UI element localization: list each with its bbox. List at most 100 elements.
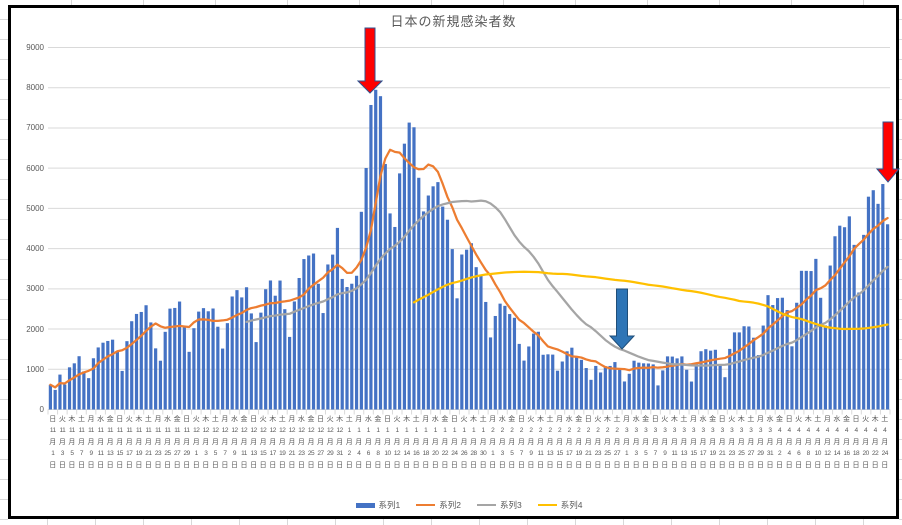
bar — [713, 349, 717, 410]
bar — [761, 325, 765, 410]
red-arrow-january-peak[interactable] — [356, 27, 384, 94]
x-tick-label: 日 4 月 18 日 — [852, 416, 860, 469]
x-tick-label: 土 11 月 7 日 — [77, 416, 85, 469]
bar — [221, 348, 225, 410]
x-tick-label: 木 12 月 31 日 — [336, 416, 344, 469]
bar — [862, 234, 866, 410]
worksheet-cells-left[interactable] — [0, 0, 8, 525]
x-tick-label: 土 12 月 5 日 — [211, 416, 219, 469]
x-tick-label: 木 3 月 11 日 — [670, 416, 678, 469]
bar — [627, 373, 631, 410]
bar — [240, 297, 244, 410]
chart-area[interactable] — [8, 5, 899, 519]
x-tick-label: 火 12 月 1 日 — [192, 416, 200, 469]
worksheet-cells-bottom[interactable] — [0, 519, 902, 525]
bar — [378, 96, 383, 410]
x-tick-label: 月 1 月 18 日 — [422, 416, 430, 469]
red-arrow-april-rise[interactable] — [875, 121, 901, 183]
bar — [177, 301, 182, 410]
bar — [388, 213, 392, 410]
line-系列3 — [245, 199, 889, 367]
x-tick-label: 月 4 月 12 日 — [823, 416, 831, 469]
bar — [637, 362, 641, 410]
x-tick-label: 水 11 月 25 日 — [164, 416, 172, 469]
bar — [187, 351, 191, 410]
bar — [732, 332, 737, 410]
bar — [852, 244, 856, 410]
x-tick-label: 土 2 月 13 日 — [546, 416, 554, 469]
y-tick-label: 3000 — [26, 284, 44, 294]
x-tick-label: 木 12 月 17 日 — [269, 416, 277, 469]
bar — [273, 295, 277, 410]
bar — [709, 350, 713, 410]
x-tick-label: 木 2 月 25 日 — [603, 416, 611, 469]
legend-item: 系列4 — [537, 499, 582, 511]
bar — [536, 331, 540, 410]
x-tick-label: 火 1 月 12 日 — [393, 416, 401, 469]
bar — [747, 326, 751, 410]
bar — [842, 227, 847, 410]
bar — [866, 196, 871, 410]
bar — [622, 381, 627, 410]
bar — [694, 363, 698, 410]
legend[interactable]: 系列1 系列2 系列3 系列4 — [48, 498, 890, 512]
bar — [345, 287, 349, 410]
bar — [775, 298, 780, 410]
x-tick-label: 土 3 月 27 日 — [747, 416, 755, 469]
x-tick-label: 金 12 月 11 日 — [240, 416, 248, 469]
worksheet-cells-top[interactable] — [0, 0, 902, 5]
annotation-arrows[interactable] — [356, 27, 901, 350]
legend-label: 系列2 — [439, 500, 461, 510]
bar — [101, 342, 105, 410]
x-tick-label: 土 1 月 30 日 — [479, 416, 487, 469]
bar — [144, 305, 148, 410]
bar — [508, 314, 512, 410]
bar — [579, 359, 584, 410]
y-tick-label: 4000 — [26, 244, 44, 254]
bar — [718, 364, 722, 410]
blue-arrow-march-trough[interactable] — [608, 288, 636, 350]
bar — [350, 283, 354, 410]
bar — [876, 203, 880, 410]
bar — [728, 348, 732, 410]
bar — [326, 264, 330, 410]
bar — [359, 211, 363, 410]
x-tick-label: 日 11 月 15 日 — [116, 416, 124, 469]
bar — [244, 287, 249, 410]
y-tick-label: 8000 — [26, 83, 44, 93]
bar — [498, 303, 502, 410]
x-tick-label: 火 12 月 15 日 — [259, 416, 267, 469]
bar — [809, 271, 813, 410]
x-tick-label: 日 12 月 27 日 — [317, 416, 325, 469]
legend-label: 系列3 — [500, 500, 522, 510]
bar — [335, 227, 340, 410]
bar — [173, 307, 177, 410]
x-tick-label: 火 2 月 23 日 — [594, 416, 602, 469]
bar — [436, 182, 440, 410]
bar — [168, 308, 172, 410]
y-tick-label: 6000 — [26, 163, 44, 173]
worksheet-cells-right[interactable] — [899, 0, 902, 525]
bar — [785, 310, 789, 410]
x-tick-label: 水 1 月 20 日 — [431, 416, 439, 469]
bar — [737, 332, 741, 410]
bar — [96, 347, 100, 410]
x-tick-label: 水 2 月 17 日 — [565, 416, 573, 469]
x-axis-labels: 日 11 月 1 日火 11 月 3 日木 11 月 5 日土 11 月 7 日月 11 月 9 日水 11 月 11 日金 11… — [48, 414, 890, 474]
bar — [780, 297, 784, 410]
legend-item: 系列1 — [355, 499, 400, 511]
bar — [412, 127, 416, 410]
y-tick-label: 0 — [39, 405, 44, 414]
bar — [799, 270, 804, 410]
bar — [230, 296, 234, 410]
bar — [125, 341, 129, 410]
series1-bars — [48, 89, 890, 410]
legend-swatch-系列4 — [537, 503, 557, 507]
legend-swatch-系列2 — [416, 503, 436, 507]
